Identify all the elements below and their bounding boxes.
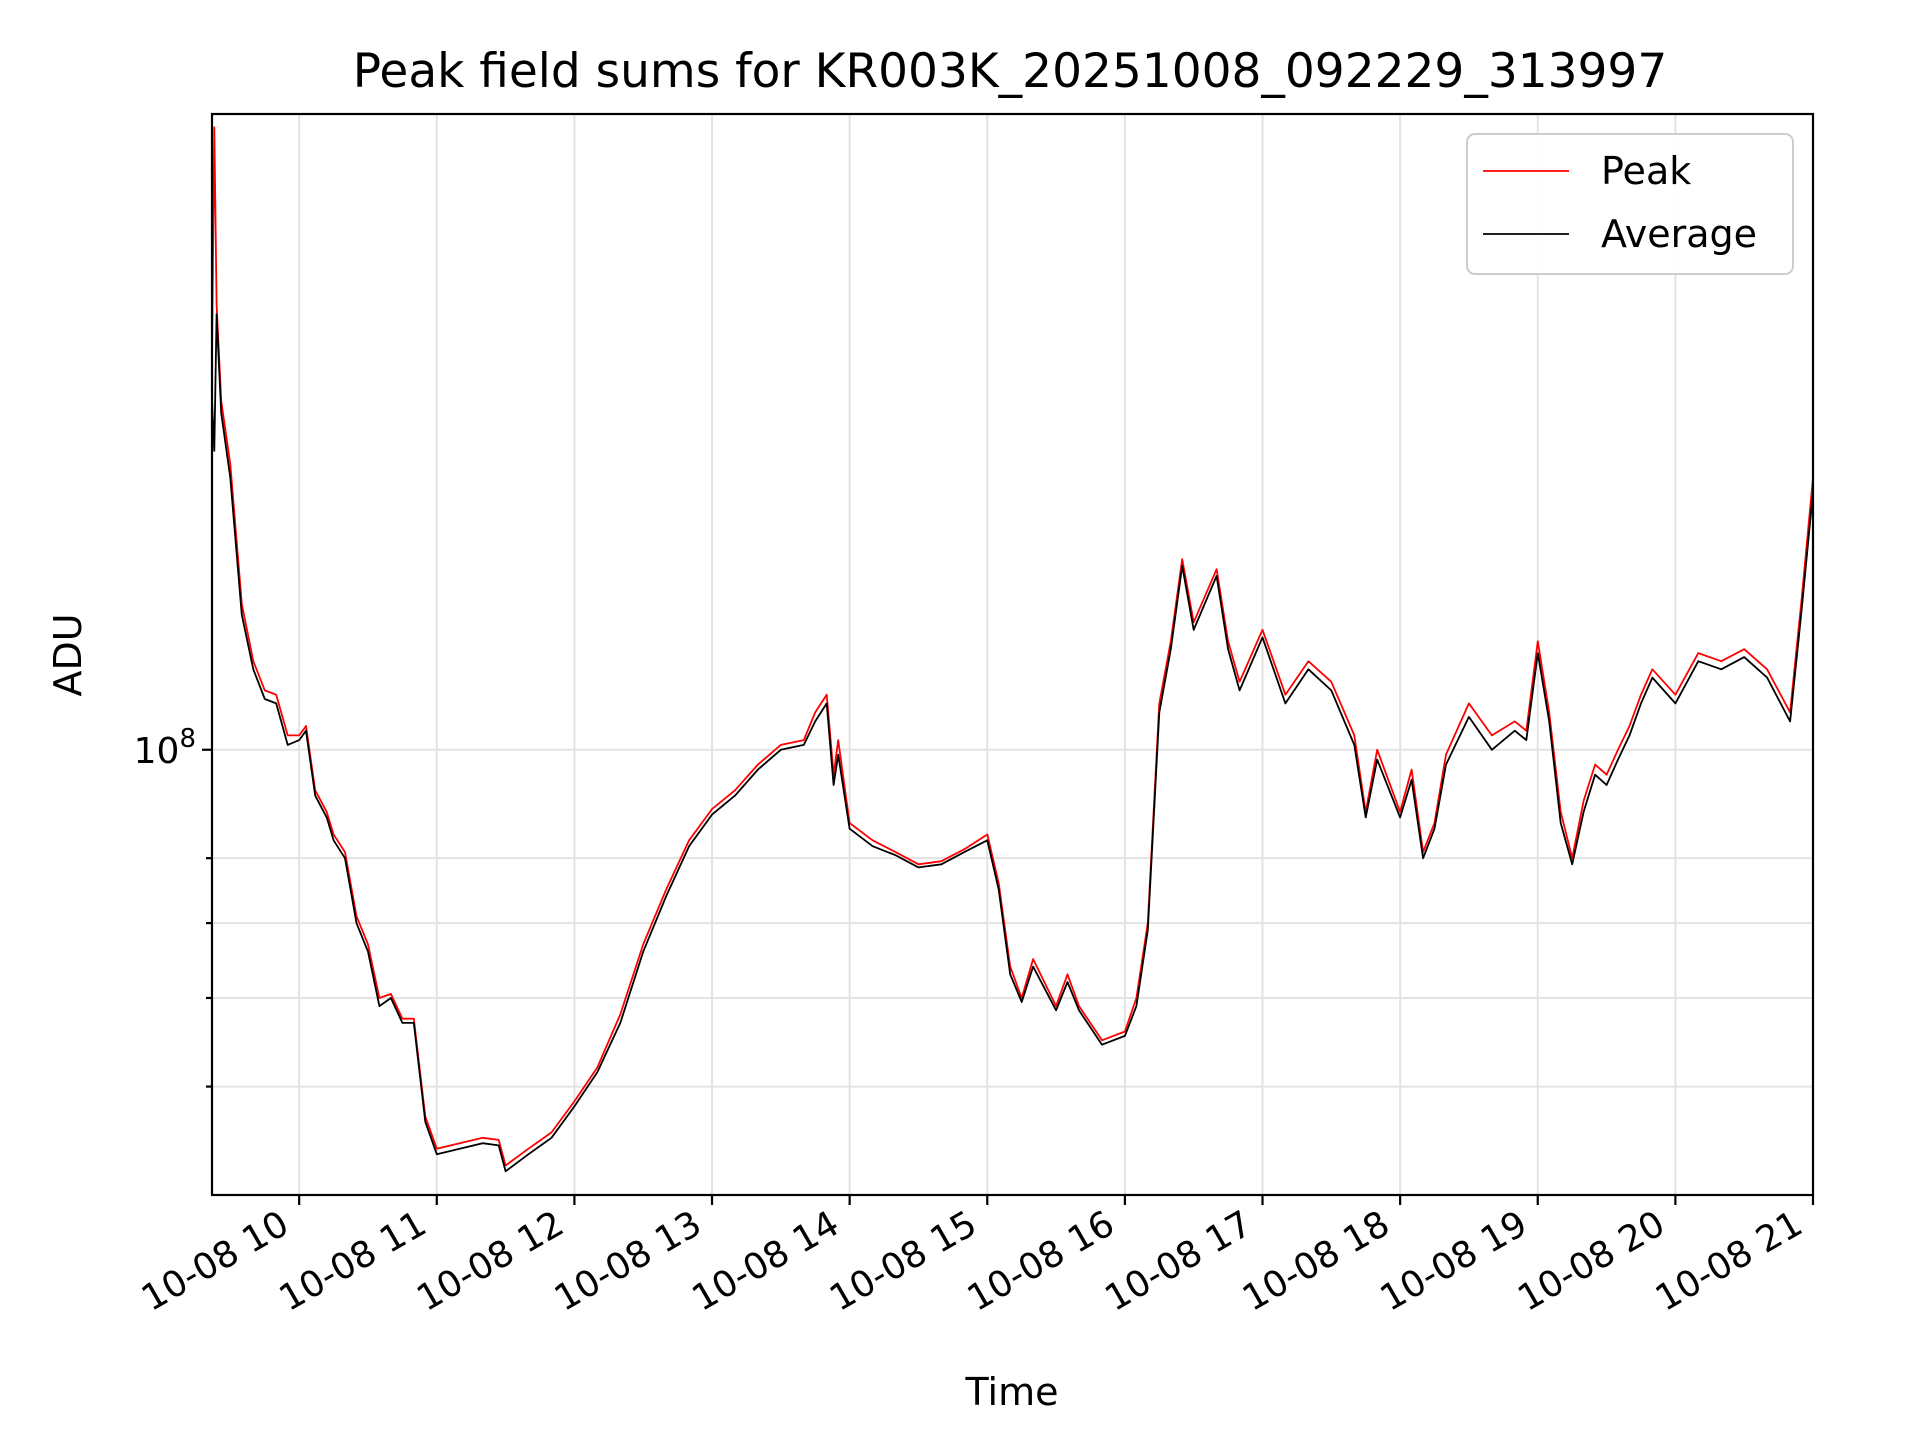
x-tick-label: 10-08 17 [1098,1203,1259,1319]
series-line-peak [212,126,1813,1167]
y-axis-label: ADU [46,613,90,696]
x-tick-label: 10-08 21 [1649,1203,1810,1319]
x-tick-label: 10-08 12 [410,1203,571,1319]
x-tick-label: 10-08 14 [685,1203,846,1319]
series-line-average [212,313,1813,1173]
legend-box [1466,133,1794,275]
legend-label-peak: Peak [1601,149,1691,193]
x-tick-label: 10-08 16 [961,1203,1122,1319]
legend-label-average: Average [1601,212,1757,256]
x-tick-label: 10-08 11 [273,1203,434,1319]
series-lines [212,126,1813,1173]
x-axis-label: Time [965,1370,1059,1414]
x-tick-label: 10-08 15 [823,1203,984,1319]
x-tick-label: 10-08 13 [548,1203,709,1319]
plot-frame [210,112,1815,1197]
y-axis: 108 [134,724,212,1088]
grid [212,114,1814,1195]
legend: Peak Average [1466,133,1794,275]
chart-title: Peak field sums for KR003K_20251008_0922… [353,44,1668,99]
y-tick-label: 108 [134,724,196,772]
x-tick-label: 10-08 18 [1236,1203,1397,1319]
x-tick-label: 10-08 20 [1511,1203,1672,1319]
x-tick-label: 10-08 10 [135,1203,296,1319]
x-tick-label: 10-08 19 [1374,1203,1535,1319]
